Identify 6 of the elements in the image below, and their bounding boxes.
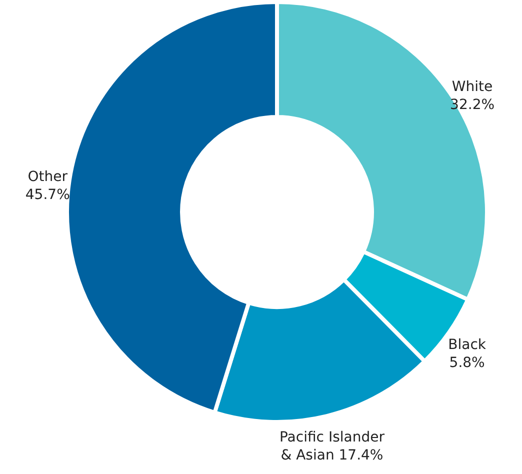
data-label: 45.7% <box>25 187 70 204</box>
data-label: 5.8% <box>449 355 485 372</box>
slice-label: Other <box>28 169 68 186</box>
slice-label: Black <box>448 337 487 354</box>
slice-label: White <box>452 78 493 95</box>
slice-label: Pacific Islander & Asian 17.4% <box>280 429 385 464</box>
